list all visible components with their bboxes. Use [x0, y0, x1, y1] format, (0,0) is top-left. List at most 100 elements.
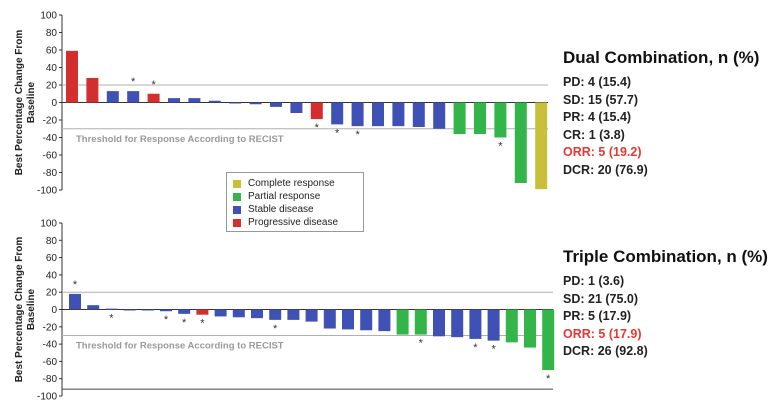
- triple-pr-stat: PR: 5 (17.9): [563, 309, 632, 323]
- asterisk-marker: *: [498, 141, 503, 153]
- bar-stable: [378, 309, 391, 332]
- y-tick-label: -40: [43, 340, 58, 351]
- legend: Complete response Partial response Stabl…: [226, 172, 364, 232]
- bar-stable: [105, 308, 118, 310]
- bar-stable: [269, 309, 282, 320]
- bar-stable: [249, 102, 262, 105]
- asterisk-marker: *: [419, 338, 424, 350]
- triple-orr-stat: ORR: 5 (17.9): [563, 326, 642, 341]
- bar-stable: [392, 102, 405, 127]
- bar-stable: [372, 102, 384, 127]
- y-tick-label: 0: [51, 98, 57, 109]
- y-axis-title: Baseline: [26, 288, 37, 330]
- bar-partial: [396, 309, 409, 335]
- bar-stable: [433, 102, 446, 129]
- triple-pd-stat: PD: 1 (3.6): [563, 274, 625, 288]
- bar-stable: [106, 91, 119, 103]
- bar-stable: [87, 305, 100, 310]
- bar-progressive: [147, 93, 160, 103]
- y-tick-label: 20: [46, 288, 58, 299]
- y-tick-label: -80: [43, 168, 58, 179]
- waterfall-panel-1: 100 80 60 40 20 0 -20 -40 -60 -80 -100 Best Percent…: [14, 11, 548, 197]
- y-axis-title: Best Percentage Change From: [14, 237, 25, 383]
- y-axis-title: Best Percentage Change From: [14, 30, 25, 176]
- bar-partial: [514, 102, 527, 183]
- dual-combination-stats: Dual Combination, n (%) PD: 4 (15.4) SD:…: [563, 48, 759, 179]
- threshold-label: Threshold for Response According to RECI…: [76, 134, 284, 145]
- bar-stable: [168, 98, 180, 103]
- bar-stable: [412, 102, 425, 127]
- bar-stable: [331, 102, 344, 125]
- asterisk-marker: *: [355, 129, 360, 141]
- bar-stable: [360, 309, 373, 331]
- bar-progressive: [86, 78, 99, 103]
- asterisk-marker: *: [73, 279, 78, 291]
- bar-stable: [451, 309, 464, 338]
- bar-stable: [232, 309, 245, 318]
- y-tick-label: 80: [46, 28, 58, 39]
- dual-combination-heading: Dual Combination, n (%): [563, 48, 760, 67]
- legend-label-progressive: Progressive disease: [248, 217, 339, 228]
- y-tick-label: -20: [43, 322, 58, 333]
- bar-partial: [505, 309, 518, 343]
- bar-stable: [214, 309, 227, 317]
- asterisk-marker: *: [473, 342, 478, 354]
- y-tick-label: -80: [43, 374, 58, 385]
- asterisk-marker: *: [182, 317, 187, 329]
- bar-partial: [494, 102, 507, 138]
- legend-item-complete: Complete response: [233, 177, 357, 190]
- y-tick-label: -20: [43, 116, 58, 127]
- asterisk-marker: *: [335, 127, 340, 139]
- y-tick-label: 60: [46, 253, 58, 264]
- legend-swatch-progressive: [233, 218, 241, 227]
- asterisk-marker: *: [131, 76, 136, 88]
- bar-stable: [229, 102, 242, 104]
- bar-stable: [251, 309, 263, 319]
- bar-stable: [433, 309, 445, 337]
- triple-combination-stats: Triple Combination, n (%) PD: 1 (3.6) SD…: [563, 247, 768, 361]
- threshold-label: Threshold for Response According to RECI…: [76, 340, 284, 351]
- y-tick-label: -100: [37, 186, 57, 197]
- y-axis-title: Baseline: [26, 81, 37, 123]
- legend-swatch-stable: [233, 205, 241, 214]
- y-tick-label: 100: [40, 11, 57, 22]
- dual-dcr-stat: DCR: 20 (76.9): [563, 162, 648, 177]
- bar-stable: [469, 309, 482, 339]
- bar-partial: [453, 102, 466, 134]
- y-tick-label: 20: [46, 81, 58, 92]
- bar-stable: [305, 309, 318, 322]
- bar-stable: [287, 309, 300, 320]
- legend-item-stable: Stable disease: [233, 203, 357, 216]
- bar-stable: [127, 91, 140, 103]
- bar-progressive: [310, 102, 323, 120]
- bar-stable: [487, 309, 500, 341]
- asterisk-marker: *: [491, 344, 496, 356]
- legend-item-progressive: Progressive disease: [233, 216, 357, 229]
- triple-sd-stat: SD: 21 (75.0): [563, 291, 639, 306]
- y-tick-label: -60: [43, 151, 58, 162]
- bar-stable: [270, 102, 282, 107]
- bar-stable: [188, 98, 201, 103]
- y-tick-label: 60: [46, 46, 58, 57]
- asterisk-marker: *: [200, 318, 205, 330]
- dual-orr-stat: ORR: 5 (19.2): [563, 145, 642, 159]
- bar-stable: [141, 309, 154, 311]
- bar-stable: [290, 102, 303, 113]
- bar-complete: [535, 102, 548, 190]
- y-tick-label: -60: [43, 357, 58, 368]
- y-tick-label: -100: [37, 392, 57, 403]
- bar-partial: [474, 102, 486, 134]
- bar-partial: [414, 309, 427, 335]
- y-tick-label: 80: [46, 236, 58, 247]
- bar-progressive: [196, 309, 209, 315]
- bar-stable: [342, 309, 354, 330]
- legend-swatch-complete: [233, 179, 241, 188]
- triple-dcr-stat: DCR: 26 (92.8): [563, 344, 648, 358]
- asterisk-marker: *: [151, 79, 156, 91]
- dual-pr-stat: PR: 4 (15.4): [563, 110, 632, 124]
- bar-stable: [160, 309, 172, 312]
- bar-progressive: [66, 50, 78, 103]
- legend-label-stable: Stable disease: [248, 204, 314, 215]
- legend-swatch-partial: [233, 192, 241, 201]
